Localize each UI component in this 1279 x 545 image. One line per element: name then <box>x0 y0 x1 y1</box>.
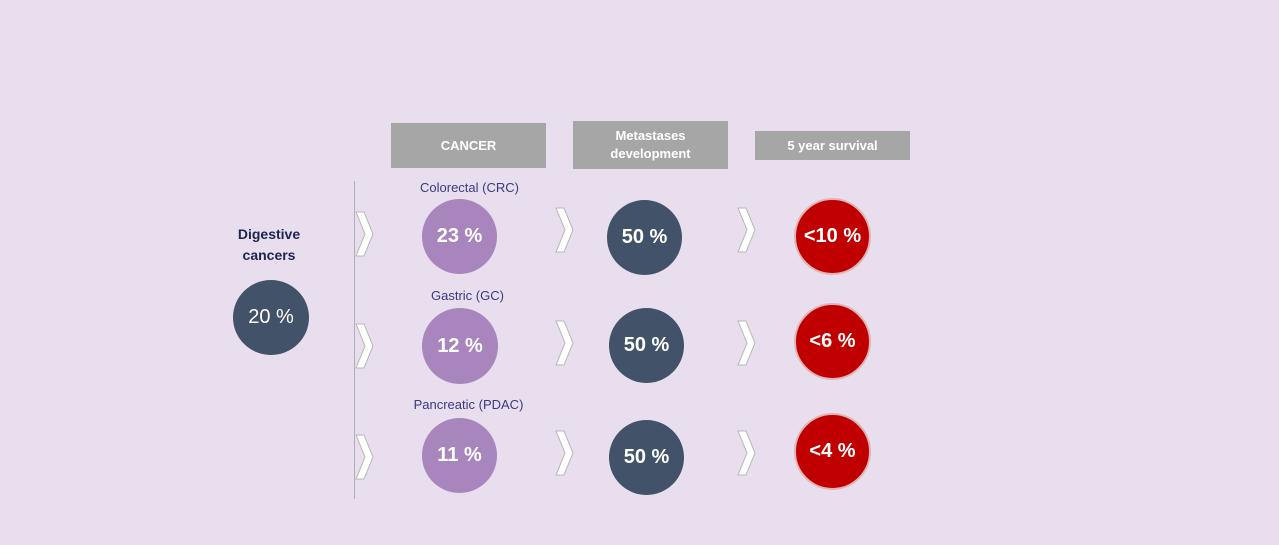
survival-circle-pdac: <4 % <box>794 413 871 490</box>
chevron-right-icon <box>355 211 374 257</box>
metastases-value-gc: 50 % <box>623 334 670 356</box>
cancer-circle-gc: 12 % <box>422 308 498 384</box>
header-survival: 5 year survival <box>755 131 910 160</box>
cancer-value-gc: 12 % <box>437 334 483 357</box>
survival-value-crc: <10 % <box>803 225 862 247</box>
row-label-crc: Colorectal (CRC) <box>420 180 519 195</box>
metastases-circle-gc: 50 % <box>609 308 684 383</box>
digestive-cancers-value: 20 % <box>248 306 294 328</box>
cancer-circle-crc: 23 % <box>422 199 497 274</box>
chevron-right-icon <box>355 323 374 369</box>
chevron-right-icon <box>555 207 574 253</box>
header-cancer: CANCER <box>391 123 546 168</box>
chevron-right-icon <box>355 434 374 480</box>
digestive-cancers-title: Digestive cancers <box>237 226 301 263</box>
survival-value-pdac: <4 % <box>809 440 856 462</box>
chevron-right-icon <box>737 207 756 253</box>
metastases-circle-pdac: 50 % <box>609 420 684 495</box>
row-label-gc: Gastric (GC) <box>431 288 504 303</box>
divider-line <box>354 181 355 499</box>
header-metastases: Metastases development <box>573 121 728 169</box>
chevron-right-icon <box>555 320 574 366</box>
survival-circle-crc: <10 % <box>794 198 871 275</box>
cancer-value-pdac: 11 % <box>437 444 482 466</box>
metastases-value-pdac: 50 % <box>623 446 670 468</box>
survival-value-gc: <6 % <box>809 330 856 352</box>
chevron-right-icon <box>737 430 756 476</box>
chevron-right-icon <box>555 430 574 476</box>
metastases-value-crc: 50 % <box>621 226 668 248</box>
cancer-circle-pdac: 11 % <box>422 418 497 493</box>
cancer-value-crc: 23 % <box>436 225 483 247</box>
survival-circle-gc: <6 % <box>794 303 871 380</box>
digestive-cancers-circle: 20 % <box>233 280 309 355</box>
metastases-circle-crc: 50 % <box>607 200 682 275</box>
row-label-pdac: Pancreatic (PDAC) <box>413 397 524 412</box>
chevron-right-icon <box>737 320 756 366</box>
